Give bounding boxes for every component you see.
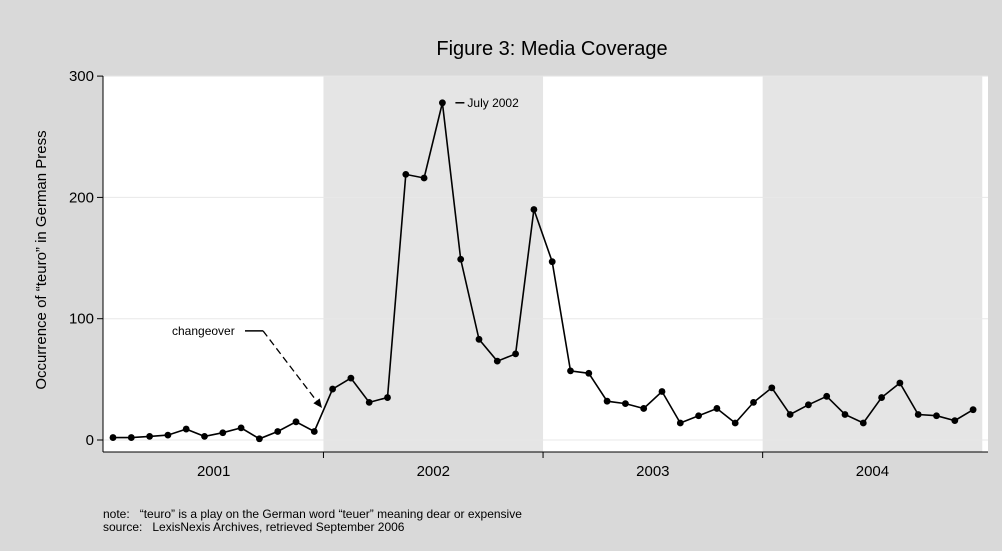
y-tick-label: 0	[86, 432, 94, 449]
data-point	[457, 255, 465, 263]
data-point	[475, 335, 483, 343]
data-point	[914, 411, 922, 418]
data-point	[512, 350, 519, 358]
data-point	[347, 374, 355, 382]
data-point	[201, 432, 208, 440]
data-point	[567, 367, 574, 375]
y-tick-label: 300	[69, 68, 94, 85]
data-point	[841, 411, 849, 418]
data-point	[896, 379, 904, 387]
data-point	[493, 357, 501, 365]
data-point	[676, 419, 684, 427]
changeover-arrowhead	[313, 398, 322, 408]
data-point	[951, 417, 959, 424]
data-point	[750, 398, 757, 406]
notes-block: note: “teuro” is a play on the German wo…	[103, 508, 522, 534]
x-tick-label: 2002	[417, 463, 450, 480]
data-point	[530, 206, 538, 213]
data-point	[274, 428, 282, 435]
data-point	[969, 406, 977, 414]
data-point	[640, 405, 648, 412]
x-tick-label: 2004	[856, 463, 889, 480]
data-point	[420, 174, 428, 182]
data-point	[823, 392, 831, 400]
data-point	[731, 419, 739, 427]
july-2002-label: July 2002	[467, 96, 519, 110]
data-point	[310, 428, 318, 435]
data-point	[805, 401, 812, 409]
data-point	[237, 424, 245, 432]
data-point	[603, 397, 611, 405]
data-point	[365, 398, 373, 406]
data-point	[768, 384, 776, 392]
shaded-band-2002	[323, 76, 544, 452]
data-point	[548, 258, 556, 266]
changeover-label: changeover	[172, 324, 235, 338]
data-point	[658, 388, 666, 395]
changeover-arrow-line	[262, 330, 323, 409]
shaded-band-2004	[762, 76, 983, 452]
data-point	[127, 434, 135, 441]
y-axis-label: Occurrence of “teuro” in German Press	[33, 130, 50, 389]
data-point	[182, 425, 190, 433]
data-point	[786, 411, 794, 418]
series-line	[113, 102, 974, 440]
data-point	[256, 435, 263, 443]
y-tick-label: 100	[69, 311, 94, 328]
data-point	[713, 405, 721, 412]
x-tick-label: 2003	[636, 463, 669, 480]
data-point	[109, 434, 117, 441]
source-line: source: LexisNexis Archives, retrieved S…	[103, 520, 405, 534]
data-point	[878, 394, 885, 401]
data-point	[402, 170, 410, 178]
data-point	[585, 369, 593, 377]
data-point	[292, 418, 300, 426]
chart-title: Figure 3: Media Coverage	[436, 38, 667, 60]
data-point	[164, 431, 172, 439]
data-point	[695, 412, 702, 420]
data-point	[439, 99, 446, 107]
data-point	[859, 419, 867, 427]
data-point	[933, 412, 940, 420]
y-tick-label: 200	[69, 189, 94, 206]
note-line: note: “teuro” is a play on the German wo…	[103, 507, 522, 521]
data-point	[219, 429, 227, 437]
data-point	[384, 394, 391, 401]
data-point	[622, 400, 629, 408]
x-tick-label: 2001	[197, 463, 230, 480]
data-point	[146, 432, 154, 440]
data-point	[329, 385, 336, 393]
